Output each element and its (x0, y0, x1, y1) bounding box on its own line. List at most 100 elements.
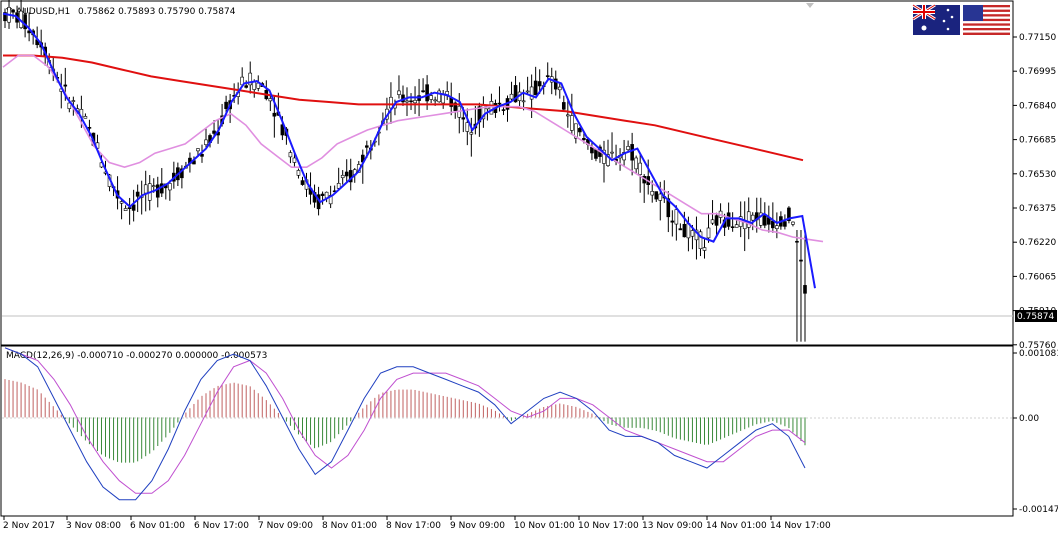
macd-line (4, 347, 806, 501)
time-axis-label: 2 Nov 2017 (3, 521, 55, 531)
candle-body (280, 124, 285, 136)
candle-body (670, 220, 675, 223)
candle-body (413, 99, 417, 104)
candle-body (762, 215, 767, 226)
candle-body (288, 152, 293, 158)
candle-body (666, 198, 671, 218)
price-axis-label: 0.76840 (1019, 101, 1056, 111)
candle-body (365, 145, 369, 148)
macd-histogram (4, 379, 806, 463)
candle-body (168, 183, 172, 191)
candle-body (553, 78, 558, 90)
australia-flag-icon (912, 3, 960, 35)
macd-axis: 0.001081 0.00 -0.001479 (1013, 349, 1058, 515)
candle-body (545, 75, 550, 77)
candle-body (469, 132, 474, 135)
candle-body (674, 209, 679, 225)
candle-body (533, 80, 538, 96)
price-axis-label: 0.76530 (1019, 170, 1056, 180)
candle-body (750, 214, 755, 221)
time-axis-label: 14 Nov 17:00 (770, 521, 831, 531)
time-axis-label: 7 Nov 09:00 (258, 521, 313, 531)
symbol-timeframe-label: AUDUSD,H1 (16, 7, 70, 17)
candle-body (268, 98, 273, 102)
candle-body (521, 100, 526, 103)
candle-body (437, 90, 441, 103)
candle-body (83, 116, 88, 119)
candle-body (405, 100, 409, 103)
time-axis-label: 8 Nov 17:00 (386, 521, 441, 531)
candle-body (131, 204, 136, 211)
candle-body (23, 14, 27, 30)
candle-body (690, 230, 695, 237)
candle-body (602, 149, 606, 164)
candle-body (465, 122, 470, 132)
candle-body (525, 90, 530, 93)
price-axis-label: 0.77150 (1019, 33, 1056, 43)
macd-axis-label: 0.001081 (1019, 349, 1058, 359)
candle-body (758, 212, 763, 226)
time-axis-label: 10 Nov 17:00 (578, 521, 639, 531)
candle-body (143, 184, 148, 194)
time-axis: 2 Nov 2017 3 Nov 08:00 6 Nov 01:00 6 Nov 17… (3, 516, 831, 531)
price-axis-label: 0.76220 (1019, 238, 1056, 248)
candle-body (566, 114, 570, 117)
candle-body (252, 81, 257, 90)
candle-body (634, 157, 638, 170)
candle-body (224, 101, 228, 110)
candle-body (799, 259, 803, 262)
candle-body (561, 102, 566, 110)
candle-body (204, 139, 208, 145)
candle-body (389, 96, 393, 109)
candle-body (155, 184, 160, 198)
candle-body (11, 9, 15, 13)
candle-body (340, 174, 345, 179)
candle-body (771, 220, 775, 229)
macd-label: MACD(12,26,9) -0.000710 -0.000270 0.0000… (6, 351, 267, 361)
candle-body (803, 285, 807, 294)
red-ma-line (3, 54, 804, 162)
macd-axis-label: -0.001479 (1019, 505, 1058, 515)
candle-body (123, 208, 128, 211)
candle-body (67, 102, 72, 109)
indicator-pane-frame (0, 345, 1014, 517)
candle-body (578, 128, 582, 133)
candle-body (622, 152, 626, 161)
price-axis-label: 0.76065 (1019, 272, 1056, 282)
candle-body (272, 112, 277, 117)
candle-body (606, 154, 610, 166)
candle-body (570, 115, 574, 131)
candle-body (746, 211, 751, 228)
candle-body (509, 93, 514, 100)
moving-averages-group (2, 12, 824, 289)
blue-ma-line (2, 12, 816, 289)
macd-lines-group (4, 347, 806, 501)
candle-body (63, 84, 68, 87)
price-axis-label: 0.76375 (1019, 204, 1056, 214)
candle-body (196, 148, 200, 152)
candle-body (296, 170, 301, 176)
candle-body (734, 224, 739, 228)
candle-body (714, 215, 719, 226)
time-axis-label: 9 Nov 09:00 (450, 521, 505, 531)
time-axis-label: 3 Nov 08:00 (66, 521, 121, 531)
price-axis-label: 0.76995 (1019, 67, 1056, 77)
candle-body (336, 182, 341, 189)
usa-flag-icon (963, 5, 1010, 35)
candle-body (461, 117, 466, 120)
price-pane-frame (0, 0, 1014, 346)
candle-body (212, 130, 216, 134)
candle-body (497, 102, 502, 105)
candle-body (244, 85, 249, 88)
candle-body (248, 72, 253, 86)
shift-marker-icon[interactable] (806, 3, 814, 8)
candle-body (71, 100, 76, 102)
candle-body (119, 201, 124, 204)
time-axis-label: 14 Nov 01:00 (706, 521, 767, 531)
price-axis: 0.77150 0.76995 0.76840 0.76685 0.76530 0.763… (1013, 33, 1056, 351)
candle-body (87, 127, 92, 129)
time-axis-label: 6 Nov 01:00 (130, 521, 185, 531)
candle-body (682, 223, 687, 238)
